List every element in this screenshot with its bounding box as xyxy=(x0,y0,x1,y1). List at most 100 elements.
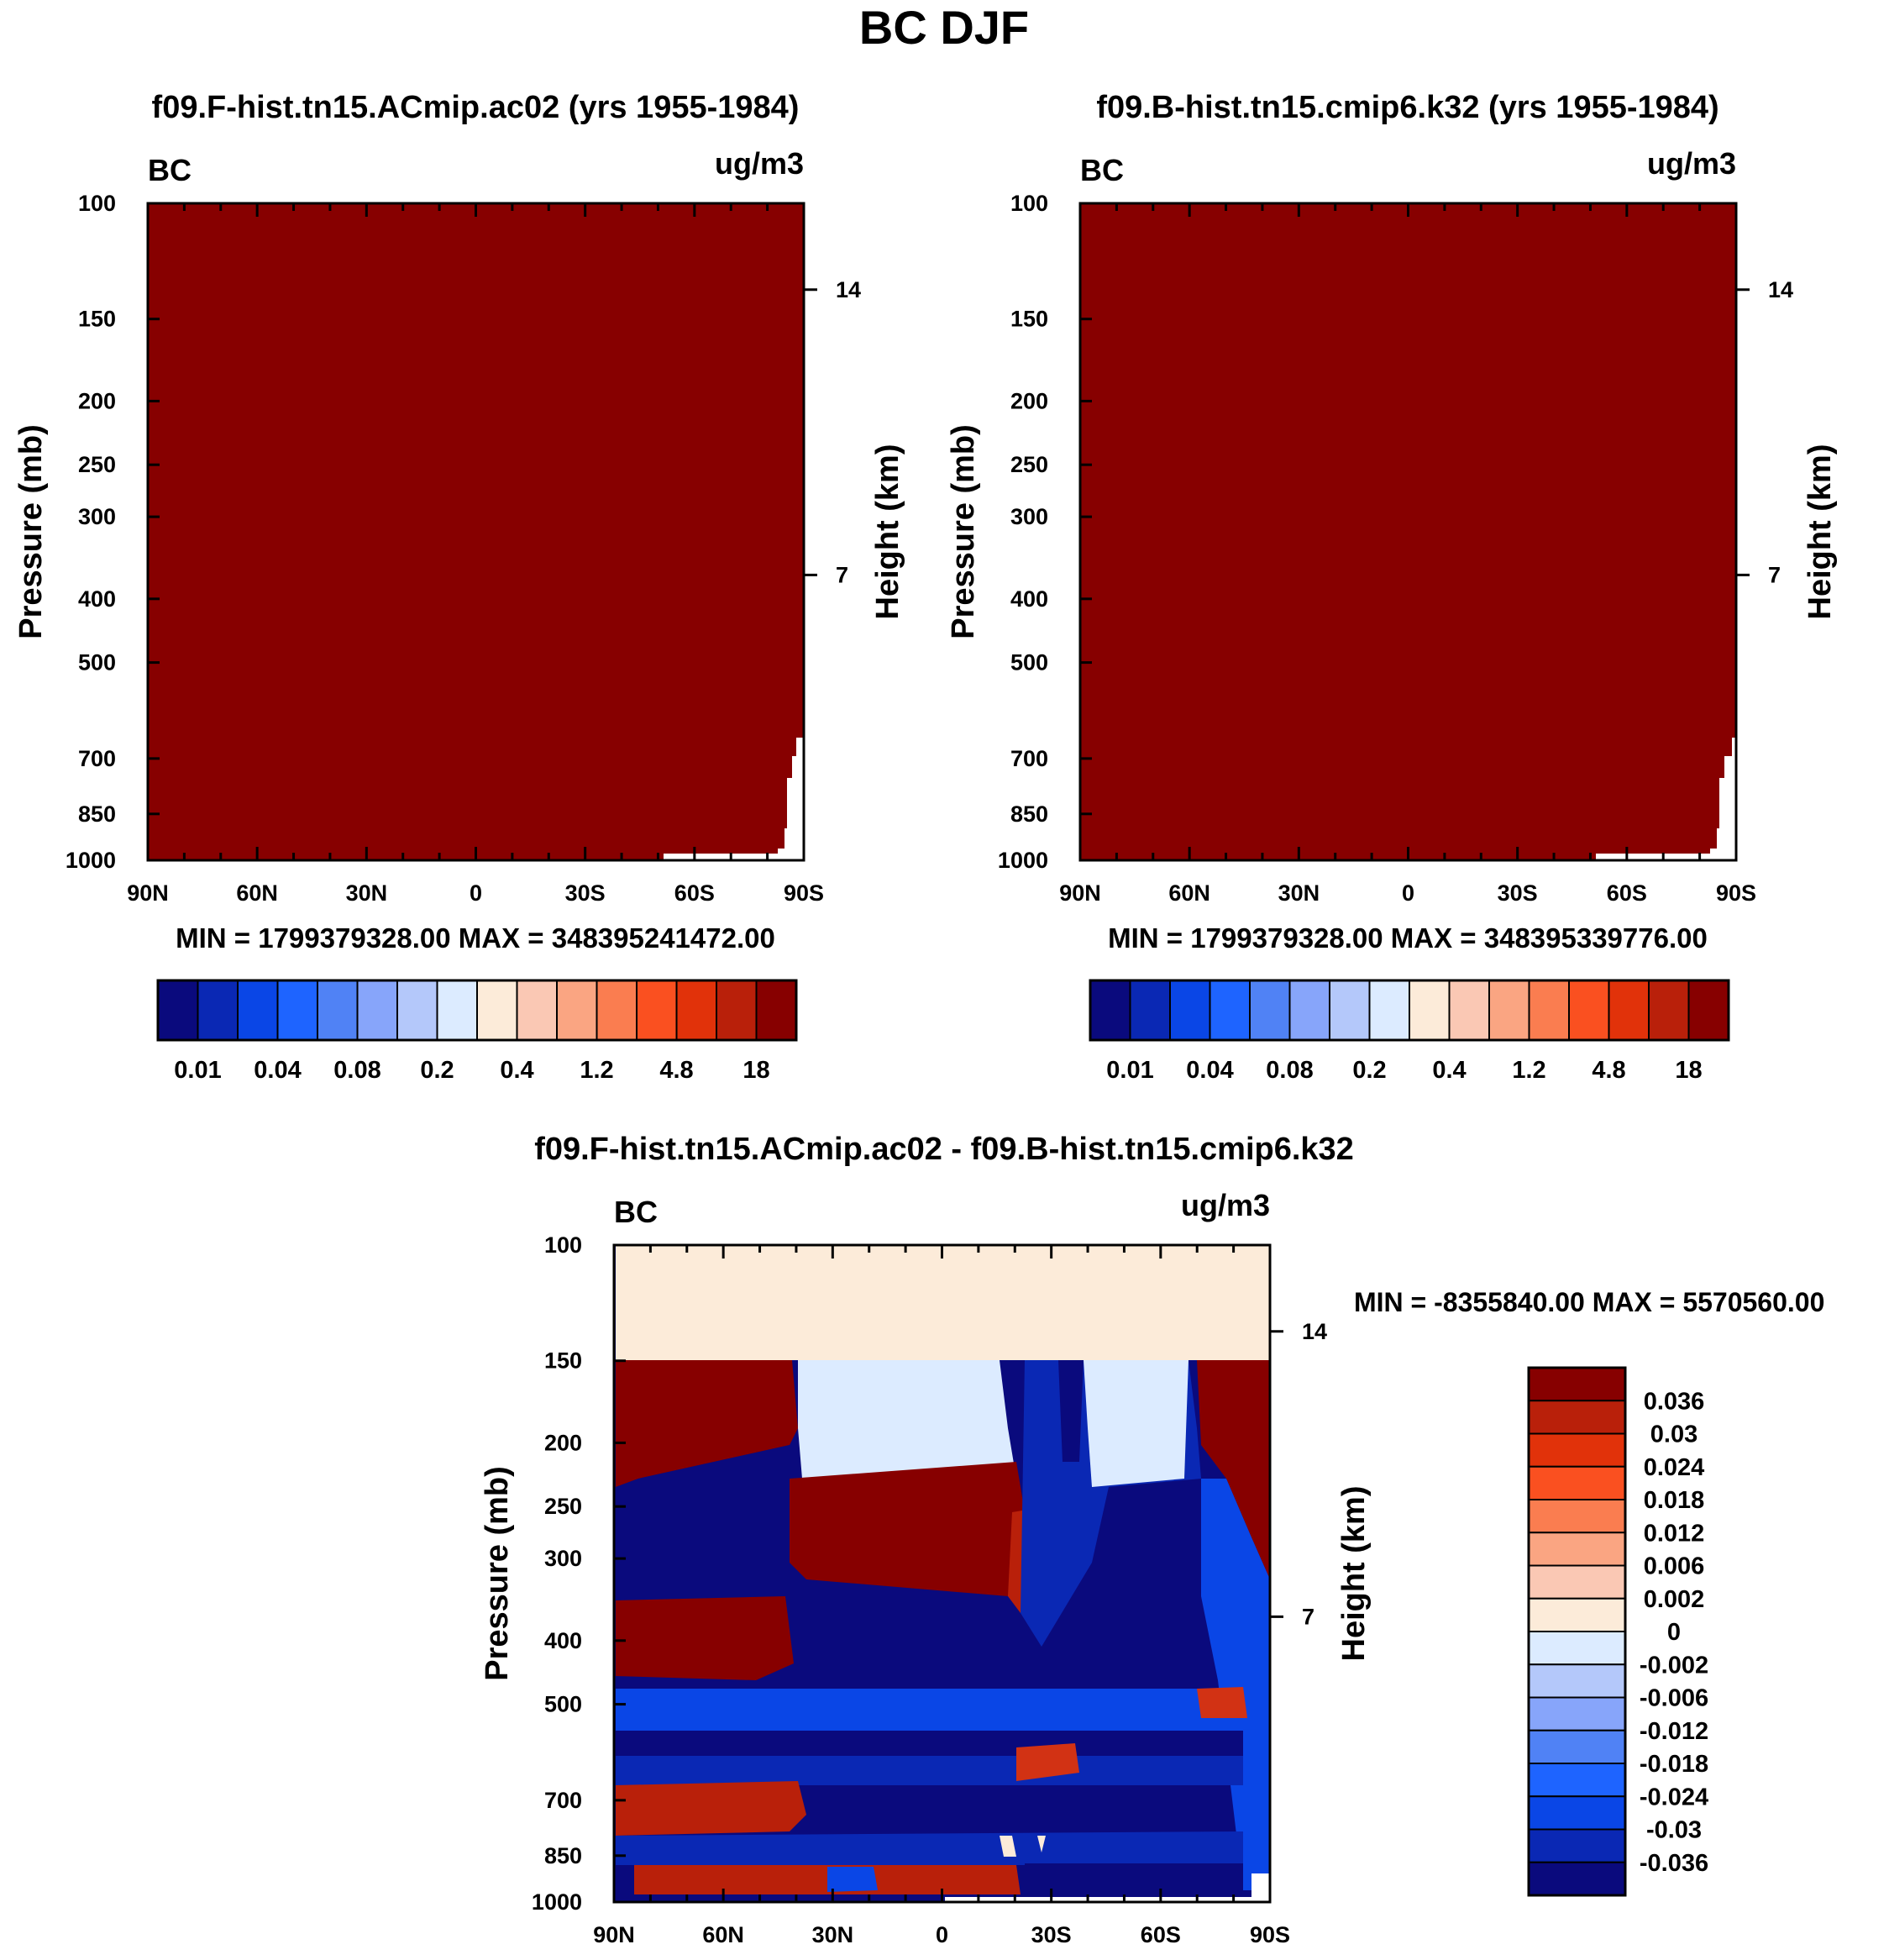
colorbar-label: 0.4 xyxy=(500,1057,533,1084)
colorbar-label: 1.2 xyxy=(580,1057,613,1084)
panel-1-units: ug/m3 xyxy=(715,146,804,181)
colorbar-label: 0.2 xyxy=(1352,1057,1386,1084)
colorbar-label: -0.036 xyxy=(1640,1850,1708,1877)
panel-3-colorbar: 0.036 0.03 0.024 0.018 0.012 0.006 0.002 0 -0.00… xyxy=(1527,1366,1708,1897)
panel-1-missing-region xyxy=(664,738,804,860)
y-tick-label: 150 xyxy=(544,1348,582,1374)
colorbar-label: 0.4 xyxy=(1432,1057,1466,1084)
colorbar-label: 4.8 xyxy=(1592,1057,1625,1084)
x-tick-label: 30N xyxy=(812,1922,854,1947)
colorbar-swatch xyxy=(1687,980,1729,1041)
colorbar-label: 0.036 xyxy=(1644,1388,1705,1415)
x-tick-label: 90N xyxy=(1059,880,1101,906)
height-tick-label: 7 xyxy=(1302,1604,1314,1629)
colorbar-label: 0.08 xyxy=(333,1057,380,1084)
y-tick-label: 1000 xyxy=(532,1889,582,1915)
panel-3-field xyxy=(614,1245,1270,1902)
colorbar-swatch xyxy=(1528,1400,1626,1435)
y-tick-label: 150 xyxy=(1010,307,1048,332)
colorbar-swatch xyxy=(356,980,398,1041)
colorbar-swatch xyxy=(675,980,717,1041)
y-axis-title: Pressure (mb) xyxy=(946,424,981,639)
diff-blue-band-600 xyxy=(616,1756,1243,1785)
diff-blue-band-800 xyxy=(616,1831,1243,1865)
colorbar-swatch xyxy=(1528,1763,1626,1798)
diff-missing-surface-right xyxy=(1251,1873,1270,1902)
colorbar-swatch xyxy=(396,980,438,1041)
colorbar-label: 0.01 xyxy=(1106,1057,1153,1084)
y-tick-label: 700 xyxy=(1010,746,1048,771)
colorbar-swatch xyxy=(596,980,638,1041)
x-tick-label: 0 xyxy=(1402,880,1414,906)
colorbar-swatch xyxy=(1409,980,1451,1041)
y-tick-label: 300 xyxy=(544,1546,582,1571)
diff-navy-band-520 xyxy=(616,1731,1243,1756)
colorbar-swatch xyxy=(1528,1532,1626,1567)
colorbar-swatch xyxy=(1528,1631,1626,1666)
panel-2: f09.B-hist.tn15.cmip6.k32 (yrs 1955-1984… xyxy=(946,90,1838,1084)
colorbar-swatch xyxy=(1528,1729,1626,1764)
colorbar-swatch xyxy=(1528,1861,1626,1896)
panel-1-colorbar: 0.01 0.04 0.08 0.2 0.4 1.2 4.8 18 xyxy=(156,979,798,1084)
y-tick-label: 150 xyxy=(78,307,116,332)
colorbar-swatch xyxy=(1528,1663,1626,1699)
colorbar-swatch xyxy=(1448,980,1490,1041)
colorbar-swatch xyxy=(755,980,797,1041)
diff-navy-left-mid xyxy=(616,1445,790,1605)
y-tick-label: 200 xyxy=(78,388,116,413)
panel-2-min-max: MIN = 1799379328.00 MAX = 348395339776.0… xyxy=(1108,922,1708,954)
diff-mid-blue-right xyxy=(1201,1479,1270,1890)
colorbar-swatch xyxy=(1528,1564,1626,1600)
colorbar-swatch xyxy=(157,980,199,1041)
colorbar-swatch xyxy=(1528,980,1570,1041)
x-tick-label: 60S xyxy=(674,880,715,906)
colorbar-label: 18 xyxy=(742,1057,769,1084)
colorbar-frame xyxy=(1089,979,1730,1042)
diff-light-blue-south xyxy=(1084,1360,1188,1487)
x-tick-label: 60N xyxy=(236,880,278,906)
x-tick-label: 0 xyxy=(936,1922,948,1947)
x-tick-label: 60S xyxy=(1607,880,1647,906)
x-tick-label: 30S xyxy=(565,880,606,906)
colorbar-label: 0 xyxy=(1667,1619,1681,1646)
y-axis-title-right: Height (km) xyxy=(1802,444,1838,620)
colorbar-label: 0.01 xyxy=(174,1057,221,1084)
y-axis-title-right: Height (km) xyxy=(870,444,905,620)
colorbar-frame xyxy=(156,979,798,1042)
colorbar-swatch xyxy=(556,980,598,1041)
colorbar-swatch xyxy=(1528,1367,1626,1402)
y-axis-title: Pressure (mb) xyxy=(480,1466,515,1681)
colorbar-swatch xyxy=(317,980,359,1041)
y-tick-label: 100 xyxy=(78,191,116,216)
x-tick-label: 30N xyxy=(346,880,388,906)
colorbar-label: -0.006 xyxy=(1640,1685,1708,1712)
colorbar-label: -0.002 xyxy=(1640,1652,1708,1679)
colorbar-swatch xyxy=(1288,980,1330,1041)
colorbar-label: 18 xyxy=(1675,1057,1702,1084)
height-tick-label: 14 xyxy=(1768,277,1793,302)
panel-3-axes: 100 150 200 250 300 400 500 700 850 1000 14 7 90N 60N… xyxy=(480,1232,1372,1947)
y-tick-label: 700 xyxy=(544,1788,582,1813)
colorbar-swatch xyxy=(1528,1795,1626,1831)
colorbar-swatch xyxy=(636,980,678,1041)
panel-3-left-label: BC xyxy=(614,1195,658,1229)
panel-1: f09.F-hist.tn15.ACmip.ac02 (yrs 1955-198… xyxy=(13,90,905,1084)
y-tick-label: 400 xyxy=(78,586,116,612)
colorbar-swatch xyxy=(716,980,758,1041)
y-tick-label: 200 xyxy=(544,1430,582,1455)
diff-navy-band-750 xyxy=(882,1785,1058,1819)
diff-red-band-700 xyxy=(616,1781,806,1836)
diff-red-left-400 xyxy=(616,1596,794,1680)
y-tick-label: 850 xyxy=(78,801,116,827)
height-tick-label: 7 xyxy=(836,562,848,587)
diff-red-upper-left xyxy=(616,1360,798,1487)
diff-red-patch-600 xyxy=(1016,1743,1079,1781)
y-tick-label: 1000 xyxy=(998,848,1048,873)
panel-1-min-max: MIN = 1799379328.00 MAX = 348395241472.0… xyxy=(176,922,775,954)
diff-cream-notches xyxy=(1000,1836,1046,1857)
colorbar-swatch xyxy=(1488,980,1530,1041)
diff-light-blue-tropics xyxy=(798,1360,1016,1479)
x-tick-label: 30S xyxy=(1498,880,1538,906)
colorbar-swatch xyxy=(476,980,518,1041)
